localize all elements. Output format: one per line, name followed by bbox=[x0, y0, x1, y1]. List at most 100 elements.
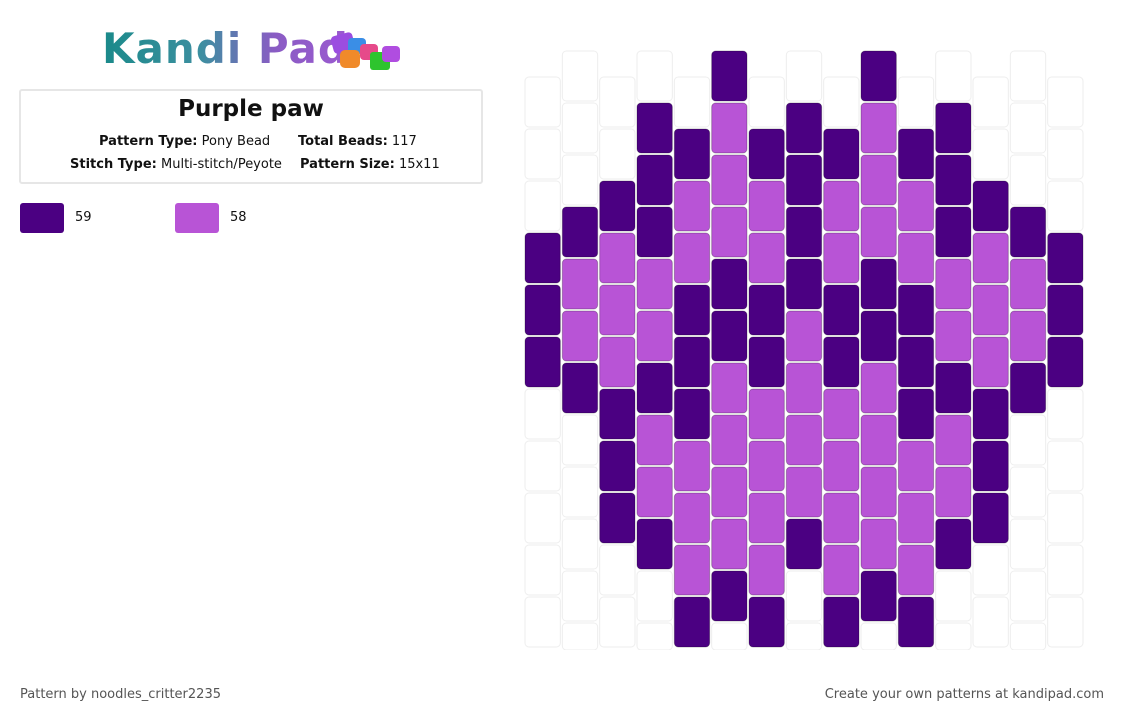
bead bbox=[748, 180, 785, 232]
bead bbox=[1009, 570, 1047, 622]
bead bbox=[935, 154, 972, 206]
bead bbox=[599, 596, 636, 648]
bead bbox=[711, 154, 748, 206]
bead bbox=[972, 76, 1009, 128]
bead bbox=[935, 50, 972, 102]
detail-value: 15x11 bbox=[398, 157, 440, 172]
bead bbox=[785, 154, 823, 206]
bead bbox=[561, 622, 599, 650]
bead bbox=[748, 336, 785, 388]
bead bbox=[748, 76, 785, 128]
bead bbox=[1047, 492, 1084, 544]
author: Pattern by noodles_critter2235 bbox=[20, 687, 221, 702]
bead bbox=[561, 362, 599, 414]
bead bbox=[860, 414, 897, 466]
bead bbox=[935, 414, 972, 466]
bead bbox=[897, 284, 935, 336]
bead bbox=[711, 362, 748, 414]
bead bbox=[1047, 284, 1084, 336]
bead bbox=[897, 440, 935, 492]
bead bbox=[785, 50, 823, 102]
bead bbox=[636, 310, 673, 362]
bead bbox=[524, 76, 561, 128]
bead bbox=[1047, 596, 1084, 648]
bead bbox=[1009, 50, 1047, 102]
bead bbox=[524, 492, 561, 544]
bead bbox=[785, 102, 823, 154]
bead bbox=[1009, 466, 1047, 518]
bead bbox=[972, 232, 1009, 284]
bead bbox=[860, 570, 897, 622]
bead bbox=[711, 50, 748, 102]
bead bbox=[1009, 622, 1047, 650]
bead bbox=[711, 102, 748, 154]
bead bbox=[673, 440, 711, 492]
bead bbox=[1009, 518, 1047, 570]
bead bbox=[524, 544, 561, 596]
bead bbox=[972, 596, 1009, 648]
bead bbox=[673, 596, 711, 648]
bead bbox=[524, 284, 561, 336]
bead bbox=[748, 232, 785, 284]
bead bbox=[935, 206, 972, 258]
bead bbox=[599, 76, 636, 128]
detail-value: 117 bbox=[391, 134, 417, 149]
bead bbox=[524, 336, 561, 388]
bead bbox=[1047, 388, 1084, 440]
bead bbox=[636, 50, 673, 102]
bead bbox=[636, 102, 673, 154]
bead bbox=[673, 544, 711, 596]
bead bbox=[599, 232, 636, 284]
detail-label: Stitch Type: bbox=[70, 157, 157, 172]
bead bbox=[972, 336, 1009, 388]
bead bbox=[860, 466, 897, 518]
bead bbox=[711, 570, 748, 622]
bead bbox=[785, 570, 823, 622]
bead bbox=[636, 518, 673, 570]
bead bbox=[673, 284, 711, 336]
bead bbox=[860, 258, 897, 310]
bead bbox=[711, 518, 748, 570]
detail-value: Pony Bead bbox=[201, 134, 271, 149]
bead bbox=[636, 258, 673, 310]
bead bbox=[711, 466, 748, 518]
bead bbox=[561, 414, 599, 466]
bead bbox=[1009, 414, 1047, 466]
bead bbox=[673, 492, 711, 544]
bead bbox=[636, 570, 673, 622]
bead bbox=[972, 128, 1009, 180]
bead bbox=[1009, 206, 1047, 258]
bead bbox=[935, 570, 972, 622]
info-card bbox=[19, 89, 483, 184]
bead bbox=[860, 102, 897, 154]
bead bbox=[748, 440, 785, 492]
bead bbox=[636, 206, 673, 258]
bead bbox=[1047, 232, 1084, 284]
bead bbox=[935, 362, 972, 414]
bead bbox=[1009, 102, 1047, 154]
bead bbox=[897, 544, 935, 596]
bead bbox=[897, 388, 935, 440]
bead bbox=[673, 180, 711, 232]
bead bbox=[1009, 310, 1047, 362]
bead bbox=[785, 466, 823, 518]
bead bbox=[1047, 76, 1084, 128]
bead bbox=[823, 180, 860, 232]
bead bbox=[636, 362, 673, 414]
bead bbox=[599, 128, 636, 180]
bead bbox=[823, 388, 860, 440]
bead bbox=[561, 102, 599, 154]
bead bbox=[599, 284, 636, 336]
promo-link[interactable]: Create your own patterns at kandipad.com bbox=[824, 687, 1104, 702]
bead bbox=[599, 440, 636, 492]
bead bbox=[972, 492, 1009, 544]
bead bbox=[636, 414, 673, 466]
bead bbox=[860, 622, 897, 650]
bead bbox=[897, 232, 935, 284]
bead bbox=[524, 232, 561, 284]
logo-text[interactable]: Kandi Pad bbox=[102, 24, 349, 73]
bead bbox=[673, 128, 711, 180]
bead bbox=[935, 518, 972, 570]
bead bbox=[823, 336, 860, 388]
